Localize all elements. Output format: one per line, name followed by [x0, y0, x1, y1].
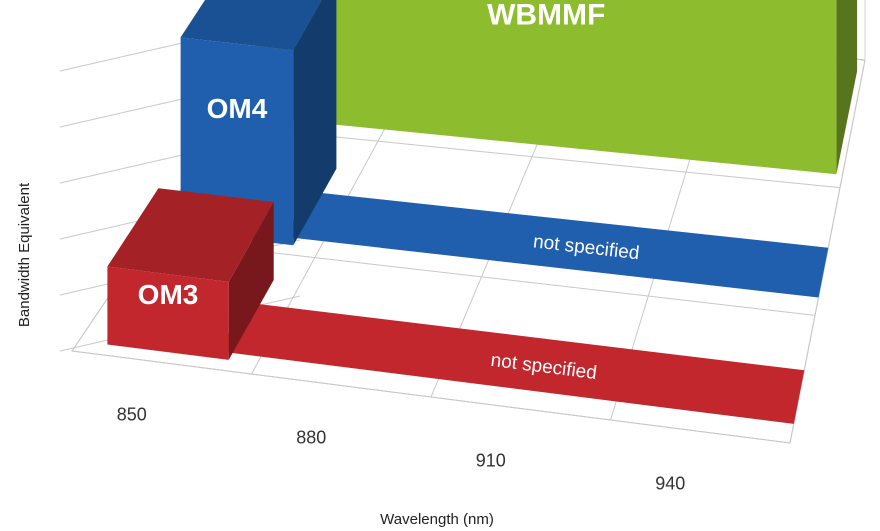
grid-line	[71, 350, 791, 444]
bar-om4-front	[180, 37, 294, 246]
band-om4	[284, 191, 829, 298]
bar-label-wbmmf: WBMMF	[487, 0, 605, 32]
x-axis-label: Wavelength (nm)	[380, 511, 494, 528]
bar-om3	[107, 188, 274, 360]
bar-wbmmf-front	[256, 0, 837, 175]
x-tick-label: 850	[117, 405, 147, 425]
y-axis-label: Bandwidth Equivalent	[16, 182, 33, 327]
bar-om4-top	[180, 0, 322, 51]
bar-label-om3: OM3	[138, 279, 199, 310]
bar-om3-side	[228, 202, 274, 360]
band-om3	[218, 302, 805, 424]
chart-bars	[107, 0, 858, 424]
bar-wbmmf	[256, 0, 858, 175]
bar-wbmmf-side	[836, 0, 858, 175]
x-tick-label: 940	[655, 474, 685, 494]
x-tick-label: 910	[476, 451, 506, 471]
bar-om3-front	[107, 266, 229, 360]
bar-om4	[180, 0, 337, 246]
bar-label-om4: OM4	[207, 93, 268, 124]
bar-om4-side	[293, 0, 337, 246]
x-tick-label: 880	[296, 428, 326, 448]
bar-om3-top	[107, 188, 274, 282]
